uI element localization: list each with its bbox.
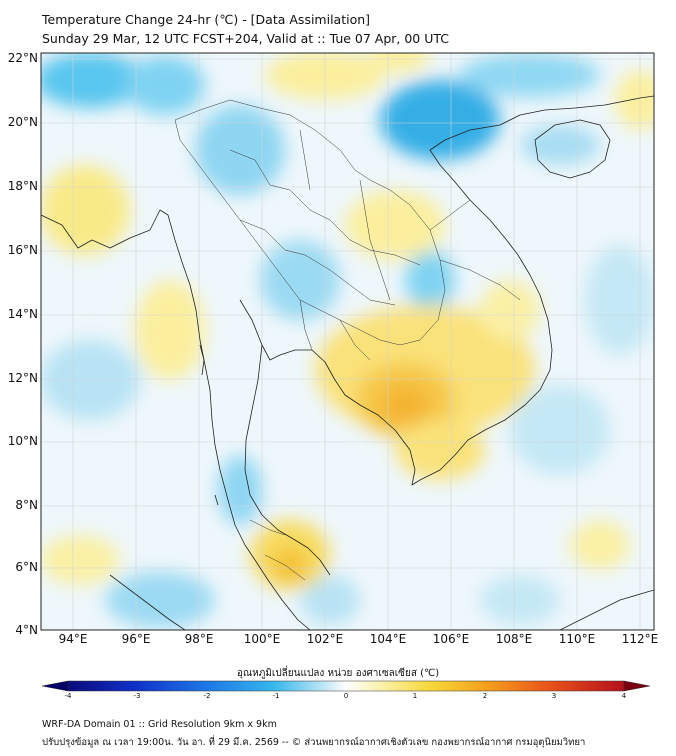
footer-model-info: WRF-DA Domain 01 :: Grid Resolution 9km …	[42, 719, 277, 730]
colorbar-max-arrow	[623, 680, 651, 692]
colorbar-tick: -1	[272, 692, 280, 700]
colorbar-tick: 3	[551, 692, 557, 700]
lon-label: 98°E	[184, 632, 214, 646]
lat-label: 20°N	[7, 115, 38, 129]
lat-label: 14°N	[7, 307, 38, 321]
lat-label: 4°N	[15, 623, 38, 637]
footer-credit: ปรับปรุงข้อมูล ณ เวลา 19:00น. วัน อา. ที…	[42, 737, 586, 748]
colorbar-tick: 1	[412, 692, 418, 700]
lon-label: 110°E	[558, 632, 596, 646]
lat-label: 6°N	[15, 560, 38, 574]
colorbar-tick: -4	[64, 692, 72, 700]
map-subtitle: Sunday 29 Mar, 12 UTC FCST+204, Valid at…	[42, 31, 450, 46]
province-borders	[174, 99, 521, 581]
lat-label: 18°N	[7, 179, 38, 193]
colorbar-label: อุณหภูมิเปลี่ยนแปลง หน่วย องศาเซลเซียส (…	[236, 668, 440, 679]
colorbar-tick: 0	[343, 692, 349, 700]
lon-label: 104°E	[369, 632, 407, 646]
lon-label: 108°E	[495, 632, 533, 646]
colorbar-min-arrow	[41, 680, 69, 692]
lon-label: 112°E	[621, 632, 659, 646]
lon-label: 96°E	[121, 632, 151, 646]
colorbar	[41, 680, 651, 692]
colorbar-gradient	[67, 680, 625, 692]
lon-label: 94°E	[58, 632, 88, 646]
graticule	[41, 53, 654, 630]
lon-label: 106°E	[432, 632, 470, 646]
lon-label: 100°E	[243, 632, 281, 646]
colorbar-tick: -2	[203, 692, 211, 700]
lat-label: 22°N	[7, 51, 38, 65]
temperature-field	[41, 53, 654, 630]
coastlines	[41, 95, 654, 630]
colorbar-tick: 2	[482, 692, 488, 700]
map-title: Temperature Change 24-hr (℃) - [Data Ass…	[42, 12, 371, 27]
plot-frame	[40, 52, 655, 631]
colorbar-tick: 4	[621, 692, 627, 700]
colorbar-tick: -3	[133, 692, 141, 700]
lon-label: 102°E	[306, 632, 344, 646]
lat-label: 12°N	[7, 371, 38, 385]
lat-label: 16°N	[7, 243, 38, 257]
lat-label: 8°N	[15, 498, 38, 512]
lat-label: 10°N	[7, 434, 38, 448]
